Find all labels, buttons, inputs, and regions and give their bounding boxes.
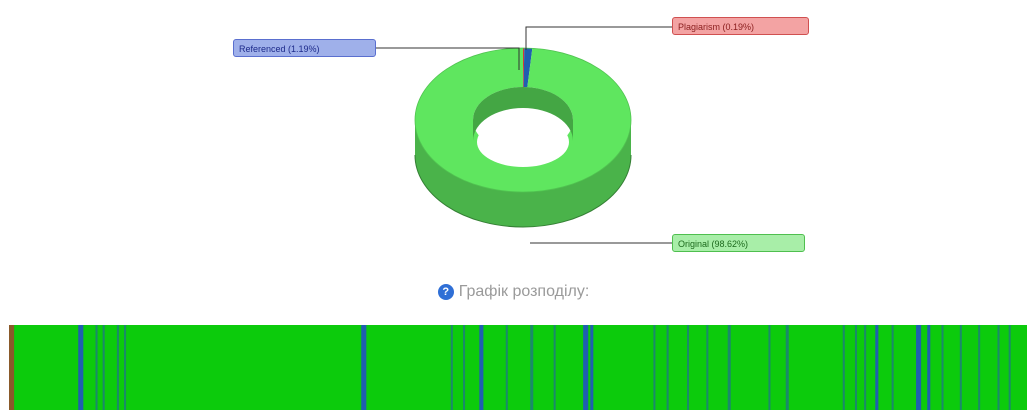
donut-bottom-edge — [414, 154, 632, 228]
distribution-segment — [450, 325, 453, 410]
distribution-segment — [768, 325, 771, 410]
distribution-title-text: Графік розподілу: — [458, 283, 590, 300]
distribution-segment — [706, 325, 709, 410]
distribution-segment — [9, 325, 15, 410]
distribution-segment — [1008, 325, 1011, 410]
donut-chart — [376, 26, 672, 244]
question-circle-icon[interactable]: ? — [437, 284, 454, 300]
slice-label-original: Original (98.62%) — [672, 234, 805, 252]
distribution-segment — [959, 325, 962, 410]
slice-original — [415, 48, 631, 192]
distribution-bar — [9, 325, 1027, 410]
distribution-segment — [941, 325, 944, 410]
leader-plagiarism — [525, 26, 672, 50]
distribution-segment — [666, 325, 669, 410]
distribution-segment — [864, 325, 867, 410]
distribution-segment — [583, 325, 589, 410]
distribution-segment — [978, 325, 981, 410]
distribution-segment — [686, 325, 690, 410]
distribution-segment — [891, 325, 894, 410]
distribution-segment — [727, 325, 731, 410]
distribution-segment — [124, 325, 127, 410]
distribution-segment — [479, 325, 484, 410]
distribution-segment — [785, 325, 789, 410]
donut-outer-wall — [415, 120, 631, 227]
distribution-segment — [842, 325, 845, 410]
donut-hole — [477, 117, 569, 167]
distribution-segment — [463, 325, 466, 410]
distribution-segment — [916, 325, 922, 410]
donut-rim — [414, 47, 632, 193]
slice-label-plagiarism: Plagiarism (0.19%) — [672, 17, 809, 35]
slice-referenced — [523, 48, 533, 88]
distribution-segment — [116, 325, 119, 410]
slice-plagiarism — [523, 48, 525, 88]
distribution-segment — [95, 325, 98, 410]
distribution-segment — [997, 325, 1000, 410]
donut-inner-wall — [473, 87, 573, 141]
distribution-segment — [102, 325, 105, 410]
distribution-segment — [530, 325, 534, 410]
leader-referenced — [376, 47, 520, 70]
distribution-segment — [590, 325, 594, 410]
distribution-segment — [875, 325, 879, 410]
distribution-title: ? Графік розподілу: — [0, 283, 1027, 301]
distribution-segment — [927, 325, 931, 410]
distribution-segment — [361, 325, 367, 410]
distribution-segment — [505, 325, 508, 410]
distribution-segment — [653, 325, 656, 410]
distribution-segment — [553, 325, 556, 410]
distribution-segment — [78, 325, 84, 410]
slice-label-referenced: Referenced (1.19%) — [233, 39, 376, 57]
distribution-segment — [854, 325, 857, 410]
distribution-base — [9, 325, 1027, 410]
